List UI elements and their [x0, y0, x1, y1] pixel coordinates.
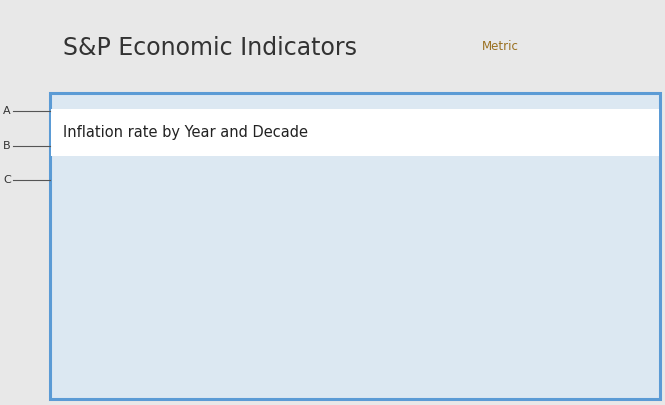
Bar [198, 255, 221, 301]
Bar [99, 294, 122, 301]
Bar [394, 291, 418, 301]
Bar [488, 186, 652, 381]
Text: S&P Economic Indicators: S&P Economic Indicators [63, 36, 357, 60]
Text: 1930: 1930 [551, 164, 589, 179]
Text: ▼: ▼ [584, 59, 591, 69]
Text: A: A [3, 107, 11, 116]
Bar [296, 301, 319, 359]
Bar [460, 301, 483, 312]
Bar [132, 276, 156, 301]
Bar [427, 296, 450, 301]
Text: B: B [3, 141, 11, 151]
Bar [624, 301, 647, 323]
Text: 24%: 24% [262, 204, 287, 214]
Bar [230, 247, 254, 301]
Bar [329, 301, 352, 316]
Bar [558, 301, 582, 334]
Text: Metric: Metric [482, 40, 519, 53]
Bar [591, 301, 614, 327]
Bar [488, 156, 652, 186]
Bar [525, 301, 549, 341]
Text: -16%: -16% [293, 360, 322, 371]
Bar [361, 294, 385, 301]
Bar [94, 156, 291, 186]
Bar [94, 186, 291, 381]
Text: C: C [3, 175, 11, 185]
Bar [164, 230, 188, 301]
Text: 1910: 1910 [174, 164, 212, 179]
Text: Inflation rate by Year and Decade: Inflation rate by Year and Decade [63, 125, 308, 140]
Text: 1920: 1920 [370, 164, 409, 179]
Bar [291, 156, 488, 186]
Bar [291, 186, 488, 381]
Bar [263, 215, 287, 301]
Text: Inflation...: Inflation... [485, 57, 545, 70]
Bar [492, 301, 516, 305]
